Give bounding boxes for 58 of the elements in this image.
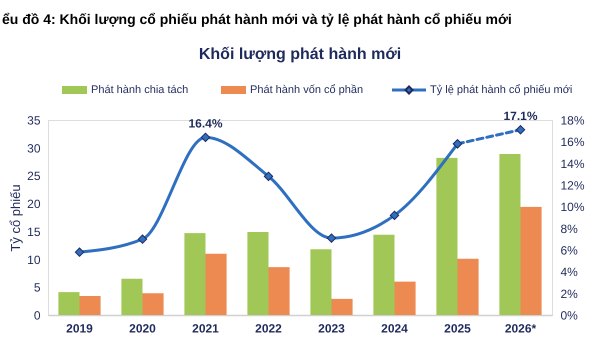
bar <box>121 278 142 315</box>
x-tick-label: 2023 <box>318 322 346 336</box>
y-tick-label: 15 <box>27 224 41 239</box>
y2-tick-label: 0% <box>560 308 578 322</box>
bar <box>520 206 542 315</box>
data-label: 16.4% <box>188 116 223 130</box>
bar <box>184 233 206 315</box>
y-tick-label: 20 <box>27 197 41 212</box>
legend-label: Tỷ lệ phát hành cổ phiếu mới <box>430 84 572 96</box>
y2-tick-label: 12% <box>560 178 585 192</box>
y2-tick-label: 18% <box>560 114 585 128</box>
y2-tick-label: 4% <box>560 265 578 280</box>
y2-tick-label: 2% <box>560 286 578 301</box>
y2-tick-label: 8% <box>560 222 578 236</box>
bar <box>332 298 353 315</box>
x-tick-label: 2019 <box>66 322 94 336</box>
x-tick-label: 2020 <box>129 322 156 336</box>
bar <box>310 249 332 315</box>
point <box>326 233 336 243</box>
point <box>264 172 274 182</box>
y2-tick-label: 6% <box>560 244 578 258</box>
point <box>200 132 210 142</box>
y-tick-label: 25 <box>27 169 41 184</box>
bar <box>80 296 101 315</box>
point <box>516 125 526 134</box>
x-tick-label: 2025 <box>444 322 472 336</box>
y2-tick-label: 10% <box>560 200 585 214</box>
bar <box>436 158 458 315</box>
bar <box>247 232 268 315</box>
y-tick-label: 30 <box>27 141 41 156</box>
bar <box>394 282 416 315</box>
y-tick-label: 35 <box>27 114 41 128</box>
bar <box>373 234 394 315</box>
y-tick-label: 10 <box>27 252 41 267</box>
chart-subtitle: Khối lượng phát hành mới <box>198 46 402 63</box>
bar <box>499 154 520 315</box>
y-tick-label: 0 <box>34 308 41 322</box>
x-tick-label: 2024 <box>381 322 408 336</box>
point <box>74 247 84 257</box>
y-axis-title: Tỷ cổ phiếu <box>8 184 24 252</box>
bar <box>268 267 290 315</box>
chart-title: ểu đồ 4: Khối lượng cổ phiếu phát hành mới và tỷ lệ phát hành cổ phiếu mới <box>2 11 512 27</box>
point <box>138 234 148 244</box>
bar <box>206 254 227 315</box>
legend-label: Phát hành vốn cổ phần <box>250 84 364 96</box>
bar <box>58 292 80 315</box>
y-tick-label: 5 <box>34 280 41 295</box>
x-tick-label: 2026* <box>504 322 537 336</box>
point <box>452 139 462 149</box>
bar <box>142 293 164 315</box>
bar <box>458 258 479 315</box>
point <box>390 210 400 220</box>
y2-tick-label: 16% <box>560 135 585 150</box>
data-label: 17.1% <box>503 108 538 123</box>
x-tick-label: 2022 <box>255 322 282 336</box>
y2-tick-label: 14% <box>560 156 585 171</box>
legend-label: Phát hành chia tách <box>91 84 188 96</box>
x-tick-label: 2021 <box>192 322 220 336</box>
